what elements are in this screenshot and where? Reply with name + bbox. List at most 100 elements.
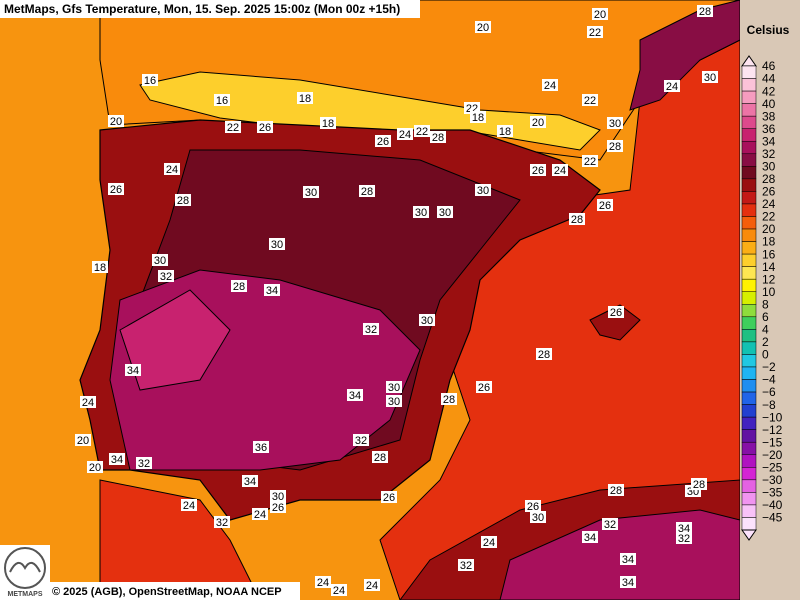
logo-box bbox=[0, 545, 50, 600]
legend-swatch bbox=[741, 291, 757, 305]
legend-label: 22 bbox=[762, 210, 776, 224]
legend-swatch bbox=[741, 90, 757, 104]
legend-swatch bbox=[741, 78, 757, 92]
contour-label-box bbox=[413, 206, 429, 218]
legend-swatch bbox=[741, 492, 757, 506]
legend-swatch bbox=[741, 253, 757, 267]
contour-label: 34 bbox=[678, 523, 690, 535]
logo-ring bbox=[4, 547, 46, 589]
contour-label-box bbox=[607, 117, 623, 129]
contour-label: 28 bbox=[374, 452, 386, 464]
contour-label: 28 bbox=[538, 349, 550, 361]
legend-label: −20 bbox=[762, 448, 783, 462]
contour-label-box bbox=[253, 441, 269, 453]
contour-label: 26 bbox=[527, 501, 539, 513]
contour-label-box bbox=[92, 261, 108, 273]
contour-label-box bbox=[297, 92, 313, 104]
legend-swatch bbox=[741, 404, 757, 418]
legend-label: 12 bbox=[762, 272, 776, 286]
contour-label-box bbox=[697, 5, 713, 17]
contour-label: 24 bbox=[166, 164, 178, 176]
iberia-hottest bbox=[119, 289, 231, 391]
contour-label-box bbox=[587, 26, 603, 38]
contour-label-box bbox=[430, 131, 446, 143]
contour-label: 30 bbox=[272, 491, 284, 503]
contour-label-box bbox=[257, 121, 273, 133]
legend-swatch bbox=[741, 416, 757, 430]
contour-label: 24 bbox=[317, 577, 329, 589]
legend-swatch bbox=[741, 429, 757, 443]
legend-label: −12 bbox=[762, 423, 783, 437]
contour-label: 22 bbox=[584, 95, 596, 107]
contour-label: 28 bbox=[432, 132, 444, 144]
contour-label-box bbox=[608, 306, 624, 318]
contour-label: 28 bbox=[177, 195, 189, 207]
contour-label: 20 bbox=[77, 435, 89, 447]
legend-title: Celsius bbox=[747, 23, 790, 37]
legend-label: −30 bbox=[762, 473, 783, 487]
legend-label: 34 bbox=[762, 134, 776, 148]
contour-label: 32 bbox=[138, 458, 150, 470]
legend-swatch bbox=[741, 128, 757, 142]
legend-arrow-bottom bbox=[741, 529, 757, 541]
map-title: MetMaps, Gfs Temperature, Mon, 15. Sep. … bbox=[4, 2, 400, 16]
legend-swatch bbox=[741, 178, 757, 192]
contour-label-box bbox=[664, 80, 680, 92]
contour-label-box bbox=[620, 576, 636, 588]
contour-label-box bbox=[676, 522, 692, 534]
legend-label: 14 bbox=[762, 260, 776, 274]
contour-label-box bbox=[702, 71, 718, 83]
contour-label-box bbox=[542, 79, 558, 91]
legend-swatch bbox=[741, 504, 757, 518]
contour-label: 20 bbox=[110, 116, 122, 128]
contour-label: 26 bbox=[610, 307, 622, 319]
contour-label-box bbox=[476, 381, 492, 393]
legend-label: 38 bbox=[762, 109, 776, 123]
contour-label: 30 bbox=[271, 239, 283, 251]
legend-label: 2 bbox=[762, 335, 769, 349]
legend-label: −6 bbox=[762, 385, 776, 399]
contour-label-box bbox=[620, 553, 636, 565]
legend-label: 26 bbox=[762, 185, 776, 199]
legend-label: 10 bbox=[762, 285, 776, 299]
legend-label: 40 bbox=[762, 97, 776, 111]
legend-swatch bbox=[741, 140, 757, 155]
legend-label: −25 bbox=[762, 460, 783, 474]
contour-label-box bbox=[372, 451, 388, 463]
contour-label: 26 bbox=[478, 382, 490, 394]
contour-label-box bbox=[231, 280, 247, 292]
contour-label: 22 bbox=[584, 156, 596, 168]
contour-label-box bbox=[80, 396, 96, 408]
contour-label: 30 bbox=[388, 396, 400, 408]
contour-label: 28 bbox=[610, 485, 622, 497]
contour-label-box bbox=[386, 395, 402, 407]
legend-label: 36 bbox=[762, 122, 776, 136]
contour-label-box bbox=[109, 453, 125, 465]
contour-label-box bbox=[386, 381, 402, 393]
contour-label: 30 bbox=[305, 187, 317, 199]
contour-label-box bbox=[602, 518, 618, 530]
contour-label: 18 bbox=[94, 262, 106, 274]
contour-label-box bbox=[497, 125, 513, 137]
legend-swatch bbox=[741, 65, 757, 79]
legend-swatch bbox=[741, 115, 757, 129]
legend-swatch bbox=[741, 354, 757, 368]
contour-label-box bbox=[181, 499, 197, 511]
contour-label: 18 bbox=[472, 112, 484, 124]
contour-label: 28 bbox=[609, 141, 621, 153]
legend-label: −40 bbox=[762, 498, 783, 512]
contour-label: 22 bbox=[589, 27, 601, 39]
morocco-coast bbox=[99, 479, 261, 600]
contour-label: 22 bbox=[227, 122, 239, 134]
contour-label-box bbox=[608, 484, 624, 496]
contour-label: 28 bbox=[361, 186, 373, 198]
contour-label-box bbox=[158, 270, 174, 282]
contour-label-box bbox=[225, 121, 241, 133]
contour-label: 24 bbox=[254, 509, 266, 521]
contour-label-box bbox=[397, 128, 413, 140]
contour-label: 20 bbox=[477, 22, 489, 34]
legend-swatch bbox=[741, 479, 757, 493]
contour-label-box bbox=[320, 117, 336, 129]
contour-label: 24 bbox=[554, 165, 566, 177]
contour-label: 30 bbox=[388, 382, 400, 394]
